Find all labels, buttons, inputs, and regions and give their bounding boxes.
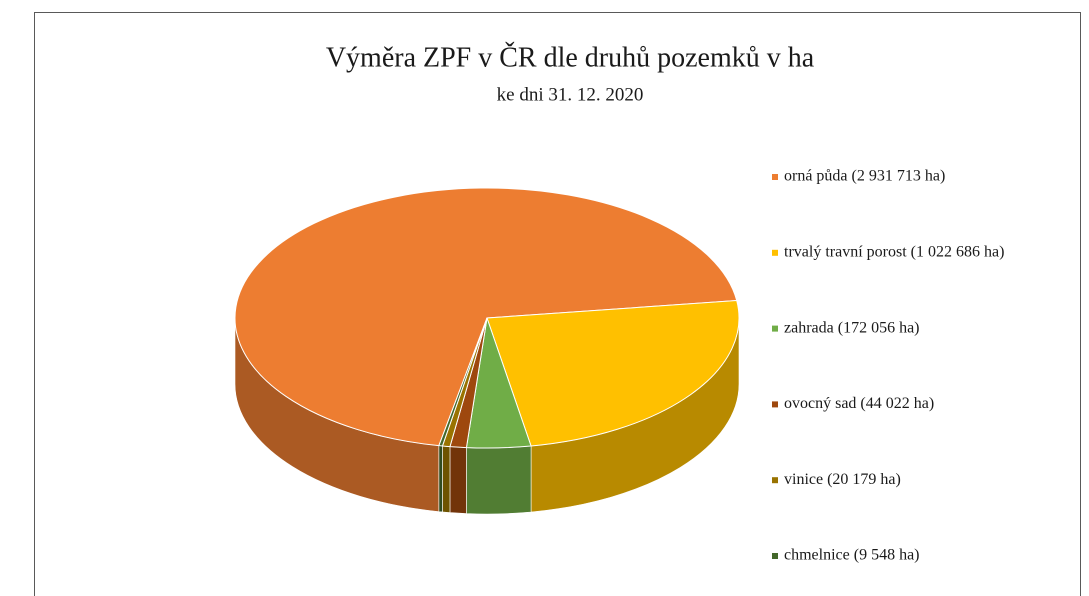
legend-swatch bbox=[772, 401, 778, 408]
pie-slice bbox=[438, 317, 488, 447]
pie-side bbox=[438, 445, 443, 513]
legend-swatch bbox=[772, 249, 778, 256]
legend-label: vinice (20 179 ha) bbox=[784, 471, 901, 488]
chart-subtitle: ke dni 31. 12. 2020 bbox=[497, 84, 644, 105]
legend-swatch bbox=[772, 553, 778, 559]
legend-label: trvalý travní porost (1 022 686 ha) bbox=[784, 243, 1004, 260]
legend-label: chmelnice (9 548 ha) bbox=[784, 547, 920, 564]
pie-tops bbox=[234, 187, 740, 449]
legend-swatch bbox=[772, 325, 778, 332]
pie-slice bbox=[234, 187, 738, 447]
legend-label: zahrada (172 056 ha) bbox=[784, 319, 920, 336]
pie-side bbox=[466, 445, 532, 515]
pie-slice bbox=[486, 300, 740, 447]
legend-label: orná půda (2 931 713 ha) bbox=[784, 168, 945, 185]
chart-title: Výměra ZPF v ČR dle druhů pozemků v ha bbox=[326, 42, 815, 73]
legend-swatch bbox=[772, 477, 778, 484]
legend-label: ovocný sad (44 022 ha) bbox=[784, 395, 934, 412]
pie-side bbox=[449, 446, 467, 514]
legend-swatch bbox=[772, 174, 778, 180]
pie-side bbox=[442, 445, 451, 513]
